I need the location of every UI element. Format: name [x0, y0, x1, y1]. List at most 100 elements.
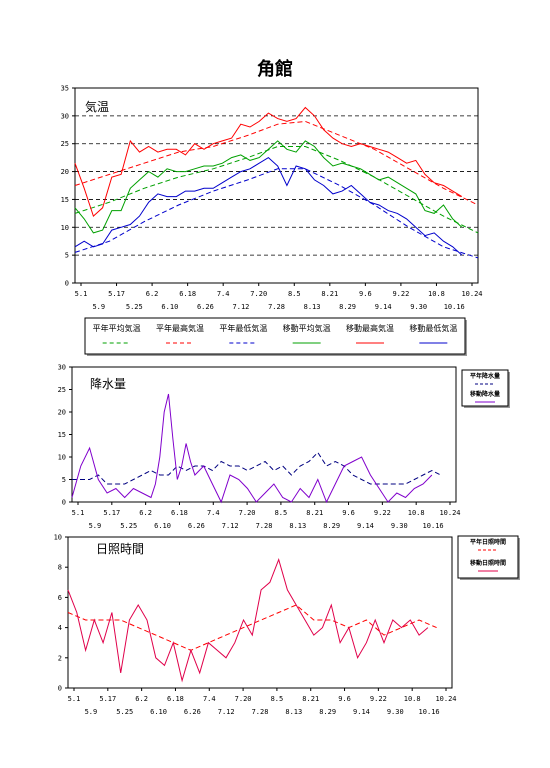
- y-tick-label: 30: [58, 364, 66, 372]
- x-tick-label: 8.29: [339, 303, 356, 311]
- x-tick-label: 7.4: [207, 509, 220, 517]
- x-tick-label: 8.13: [304, 303, 321, 311]
- x-tick-label: 6.18: [179, 290, 196, 298]
- series-line-6: [74, 156, 463, 256]
- series-line-1: [67, 604, 437, 651]
- x-tick-label: 10.24: [439, 509, 460, 517]
- y-tick-label: 5: [65, 252, 69, 260]
- x-tick-label: 9.22: [374, 509, 391, 517]
- legend-label: 移動最低気温: [409, 323, 457, 333]
- x-tick-label: 9.30: [391, 522, 408, 530]
- x-tick-label: 7.12: [222, 522, 239, 530]
- y-tick-label: 30: [61, 112, 69, 120]
- y-tick-label: 10: [54, 534, 62, 542]
- series-line-2: [67, 558, 429, 683]
- x-tick-label: 8.21: [321, 290, 338, 298]
- series-line-3: [74, 168, 479, 259]
- legend-label: 移動最高気温: [346, 323, 394, 333]
- series-line-5: [74, 106, 463, 217]
- x-tick-label: 5.17: [108, 290, 125, 298]
- x-tick-label: 6.10: [154, 522, 171, 530]
- x-tick-label: 9.6: [338, 695, 351, 703]
- x-tick-label: 9.6: [359, 290, 372, 298]
- legend-frame: [461, 369, 509, 407]
- y-tick-label: 20: [61, 168, 69, 176]
- y-tick-label: 8: [58, 564, 62, 572]
- plot-frame: [71, 366, 457, 503]
- x-tick-label: 7.28: [252, 708, 269, 716]
- x-tick-label: 5.1: [68, 695, 81, 703]
- y-tick-label: 10: [58, 454, 66, 462]
- plot-frame: [67, 536, 453, 689]
- legend-label: 移動平均気温: [283, 323, 331, 333]
- x-tick-label: 6.26: [184, 708, 201, 716]
- x-tick-label: 10.24: [435, 695, 456, 703]
- legend-label: 平年最高気温: [156, 323, 204, 333]
- y-tick-label: 0: [65, 280, 69, 288]
- x-tick-label: 10.8: [428, 290, 445, 298]
- y-tick-label: 25: [58, 386, 66, 394]
- x-tick-label: 8.13: [285, 708, 302, 716]
- x-tick-label: 5.17: [99, 695, 116, 703]
- x-tick-label: 10.16: [444, 303, 465, 311]
- x-tick-label: 6.10: [150, 708, 167, 716]
- x-tick-label: 5.1: [72, 509, 85, 517]
- legend-label: 移動降水量: [470, 390, 500, 398]
- legend: 平年平均気温 平年最高気温 平年最低気温 移動平均気温 移動最高気温 移動最低気温: [84, 317, 467, 356]
- x-tick-label: 8.5: [275, 509, 288, 517]
- x-tick-label: 7.4: [203, 695, 216, 703]
- y-tick-label: 10: [61, 224, 69, 232]
- y-tick-label: 2: [58, 654, 62, 662]
- legend-label: 平年日照時間: [470, 538, 506, 546]
- y-tick-label: 5: [62, 476, 66, 484]
- y-tick-label: 20: [58, 409, 66, 417]
- series-line-2: [74, 120, 479, 206]
- y-tick-label: 6: [58, 594, 62, 602]
- x-tick-label: 7.12: [233, 303, 250, 311]
- x-tick-label: 7.12: [218, 708, 235, 716]
- x-tick-label: 6.10: [161, 303, 178, 311]
- y-tick-label: 4: [58, 624, 62, 632]
- x-tick-label: 9.6: [342, 509, 355, 517]
- x-tick-label: 7.20: [250, 290, 267, 298]
- x-tick-label: 9.30: [387, 708, 404, 716]
- x-tick-label: 10.16: [419, 708, 440, 716]
- x-tick-label: 5.25: [120, 522, 137, 530]
- series-line-4: [74, 140, 463, 234]
- x-tick-label: 6.18: [171, 509, 188, 517]
- x-tick-label: 6.2: [139, 509, 152, 517]
- x-tick-label: 8.21: [306, 509, 323, 517]
- x-tick-label: 6.26: [188, 522, 205, 530]
- y-tick-label: 15: [58, 431, 66, 439]
- legend-label: 平年降水量: [470, 372, 500, 380]
- x-tick-label: 7.20: [239, 509, 256, 517]
- x-tick-label: 5.1: [75, 290, 88, 298]
- chart-title: 降水量: [90, 377, 126, 391]
- legend-label: 平年平均気温: [93, 323, 141, 333]
- x-tick-label: 7.28: [256, 522, 273, 530]
- x-tick-label: 8.29: [323, 522, 340, 530]
- chart-title: 気温: [85, 99, 109, 114]
- x-tick-label: 5.9: [92, 303, 105, 311]
- x-tick-label: 10.8: [408, 509, 425, 517]
- x-tick-label: 8.21: [302, 695, 319, 703]
- legend-frame: [84, 317, 466, 355]
- x-tick-label: 8.29: [319, 708, 336, 716]
- y-tick-label: 0: [62, 499, 66, 507]
- x-tick-label: 9.14: [357, 522, 374, 530]
- x-tick-label: 6.26: [197, 303, 214, 311]
- x-tick-label: 10.16: [423, 522, 444, 530]
- x-tick-label: 5.25: [116, 708, 133, 716]
- x-tick-label: 6.2: [135, 695, 148, 703]
- y-tick-label: 35: [61, 85, 69, 93]
- plot-frame: [74, 87, 479, 284]
- series-line-1: [72, 451, 441, 485]
- x-tick-label: 5.25: [126, 303, 143, 311]
- y-tick-label: 0: [58, 685, 62, 693]
- y-tick-label: 15: [61, 196, 69, 204]
- x-tick-label: 6.2: [146, 290, 159, 298]
- page-title: 角館: [257, 59, 293, 80]
